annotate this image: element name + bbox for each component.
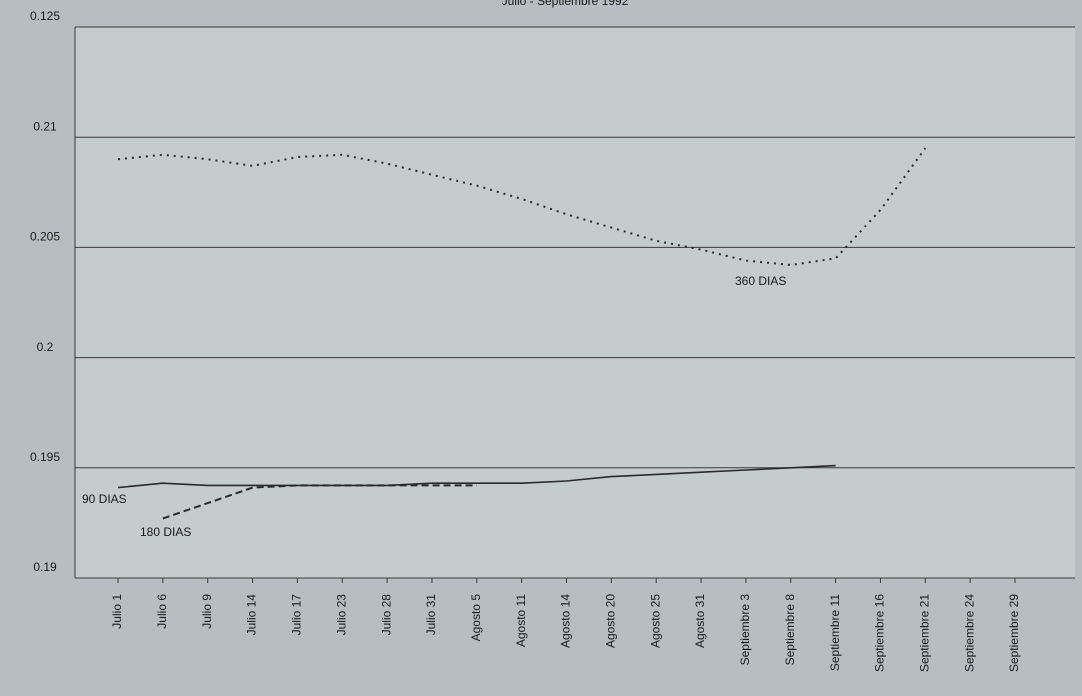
x-tick-label: Julio 6 xyxy=(155,594,169,629)
x-tick-label: Julio 31 xyxy=(424,594,438,636)
x-tick-label: Septiembre 29 xyxy=(1007,594,1021,672)
series-label: 180 DIAS xyxy=(140,525,191,539)
series-line xyxy=(117,464,836,489)
plot-area xyxy=(75,27,1075,578)
y-tick-label: 0.19 xyxy=(33,560,57,574)
x-tick-label: Septiembre 24 xyxy=(962,594,976,672)
x-tick-label: Agosto 5 xyxy=(469,594,483,642)
y-tick-label: 0.125 xyxy=(30,9,60,23)
x-tick-label: Julio 28 xyxy=(379,594,393,636)
x-tick-label: Septiembre 16 xyxy=(873,594,887,672)
x-tick-label: Agosto 11 xyxy=(514,594,528,647)
x-tick-label: Septiembre 21 xyxy=(917,594,931,672)
x-tick-label: Julio 14 xyxy=(245,594,259,636)
y-tick-label: 0.2 xyxy=(37,340,54,354)
y-tick-label: 0.21 xyxy=(33,119,57,133)
x-tick-label: Agosto 25 xyxy=(648,594,662,648)
y-tick-label: 0.195 xyxy=(30,450,60,464)
x-tick-label: Septiembre 8 xyxy=(783,594,797,666)
y-tick-label: 0.205 xyxy=(30,230,60,244)
x-tick-label: Julio 23 xyxy=(334,594,348,636)
x-tick-label: Septiembre 3 xyxy=(738,594,752,666)
x-tick-label: Agosto 31 xyxy=(693,594,707,648)
x-tick-label: Julio 1 xyxy=(110,594,124,629)
series-label: 360 DIAS xyxy=(735,274,786,288)
x-tick-label: Agosto 20 xyxy=(604,594,618,648)
x-tick-label: Julio 17 xyxy=(290,594,304,636)
series-label: 90 DIAS xyxy=(82,492,127,506)
x-tick-label: Agosto 14 xyxy=(559,594,573,648)
x-tick-label: Julio 9 xyxy=(200,594,214,629)
series-line xyxy=(162,484,477,520)
chart-title: Julio - Septiembre 1992 xyxy=(502,0,629,8)
x-tick-label: Septiembre 11 xyxy=(828,594,842,671)
